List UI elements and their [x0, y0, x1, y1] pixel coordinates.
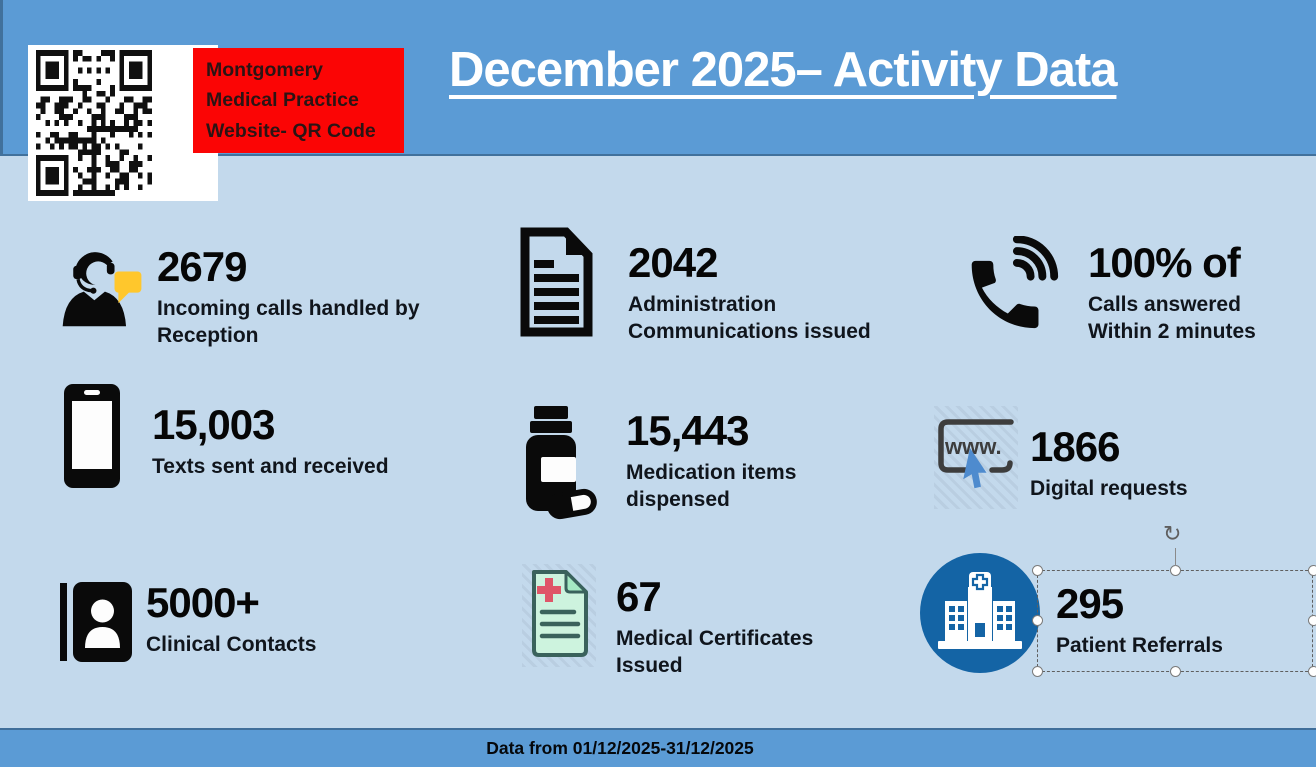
stat-value: 1866	[1030, 423, 1120, 470]
page-title: December 2025– Activity Data	[449, 43, 1117, 97]
stat-value: 15,443	[626, 407, 749, 454]
selection-bounding-box[interactable]	[1037, 570, 1313, 672]
stat-value: 295	[1056, 580, 1124, 627]
stat-label: Medical Certificates Issued	[616, 626, 814, 678]
stat-value: 2679	[157, 243, 247, 290]
stat-label: Digital requests	[1030, 476, 1188, 500]
hospital-icon[interactable]	[918, 551, 1042, 680]
qr-code-card[interactable]	[28, 45, 218, 201]
headset-agent-icon	[55, 238, 151, 333]
pill-bottle-icon	[518, 406, 598, 525]
stat-label: Medication items dispensed	[626, 460, 797, 512]
selection-handle-bottom-left[interactable]	[1032, 666, 1043, 677]
www-browser-icon: www.	[934, 406, 1018, 509]
selection-handle-top-right[interactable]	[1308, 565, 1316, 576]
contact-book-icon	[58, 580, 134, 669]
stat-value: 67	[616, 573, 662, 620]
qr-label-box: Montgomery Medical Practice Website- QR …	[193, 48, 404, 153]
selection-handle-middle-left[interactable]	[1032, 615, 1043, 626]
stat-label: Calls answered Within 2 minutes	[1088, 292, 1256, 344]
rotation-handle-icon[interactable]: ↻	[1163, 522, 1182, 547]
stat-texts: 15,003 Texts sent and received	[62, 382, 389, 495]
stat-clinical-contacts: 5000+ Clinical Contacts	[58, 580, 316, 669]
stat-label: Incoming calls handled by Reception	[157, 296, 420, 348]
medical-certificate-icon	[522, 564, 596, 667]
stat-medication: 15,443 Medication items dispensed	[518, 406, 796, 525]
mobile-phone-icon	[62, 382, 122, 495]
stat-medical-certificates: 67 Medical Certificates Issued	[522, 564, 813, 679]
qr-label-text: Montgomery Medical Practice Website- QR …	[206, 59, 376, 142]
stat-calls-answered: 100% of Calls answered Within 2 minutes	[956, 235, 1256, 345]
selection-handle-bottom-middle[interactable]	[1170, 666, 1181, 677]
document-icon	[516, 226, 596, 343]
stat-value: 100% of	[1088, 239, 1241, 286]
stat-patient-referrals: 295 Patient Referrals	[918, 551, 1223, 680]
qr-code-icon	[36, 50, 152, 196]
stat-incoming-calls: 2679 Incoming calls handled by Reception	[55, 238, 420, 349]
stat-value: 2042	[628, 239, 718, 286]
stat-digital-requests: www. 1866 Digital requests	[934, 406, 1188, 509]
selection-handle-top-left[interactable]	[1032, 565, 1043, 576]
stat-label: Texts sent and received	[152, 454, 389, 478]
selection-handle-middle-right[interactable]	[1308, 615, 1316, 626]
selection-handle-bottom-right[interactable]	[1308, 666, 1316, 677]
stat-label: Administration Communications issued	[628, 292, 871, 344]
rotation-handle-stem	[1175, 548, 1176, 566]
stat-label: Patient Referrals	[1056, 633, 1223, 657]
stat-value: 5000+	[146, 579, 260, 626]
stat-value: 15,003	[152, 401, 275, 448]
selection-handle-top-middle[interactable]	[1170, 565, 1181, 576]
ringing-phone-icon	[956, 235, 1064, 337]
stat-label: Clinical Contacts	[146, 632, 317, 656]
footer-bar: Data from 01/12/2025-31/12/2025	[0, 728, 1316, 767]
footer-date-range: Data from 01/12/2025-31/12/2025	[486, 738, 754, 758]
stat-admin-communications: 2042 Administration Communications issue…	[516, 226, 871, 345]
